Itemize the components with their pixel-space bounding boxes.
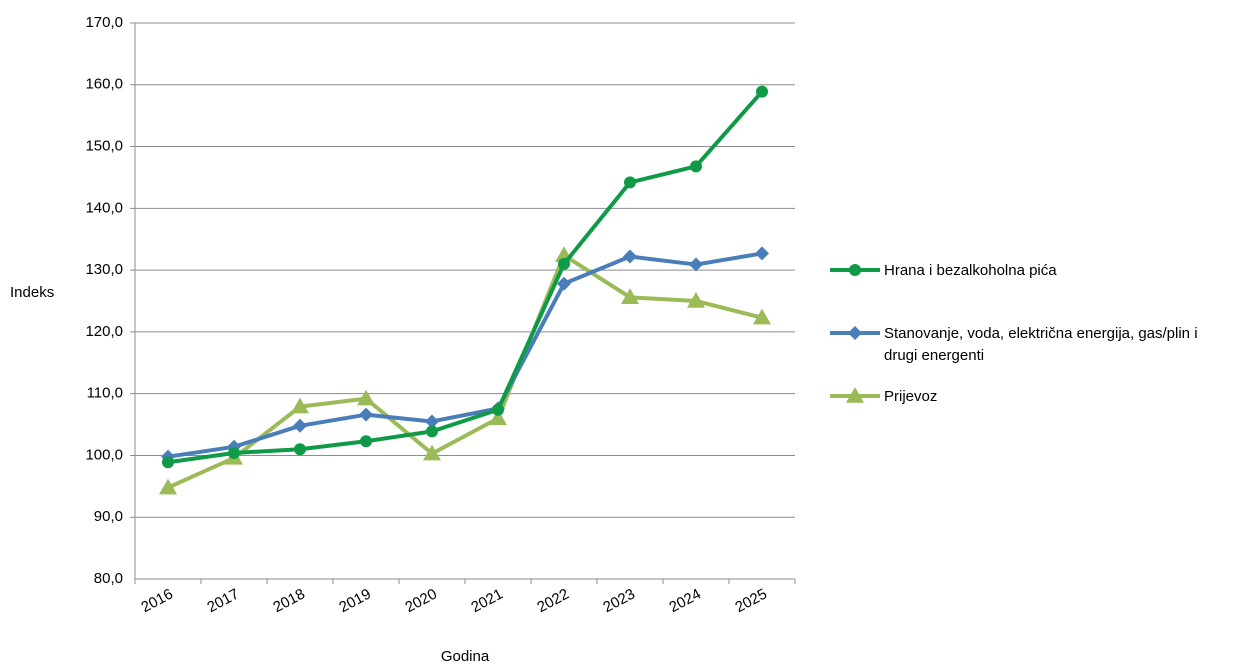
data-point bbox=[557, 276, 571, 291]
x-tick-labels: 2016 2017 2018 2019 2020 2021 2022 2023 2024 2025 bbox=[138, 586, 769, 617]
x-tick-label: 2020 bbox=[402, 586, 439, 617]
y-tick-label: 90,0 bbox=[94, 508, 123, 525]
data-point bbox=[687, 292, 705, 308]
x-tick-label: 2023 bbox=[600, 586, 637, 617]
x-tick-label: 2021 bbox=[468, 586, 505, 617]
data-point bbox=[359, 407, 373, 422]
series-3 bbox=[159, 246, 771, 495]
data-point bbox=[753, 308, 771, 325]
x-axis-title: Godina bbox=[441, 648, 490, 664]
grid-lines bbox=[130, 22, 795, 518]
series-1 bbox=[162, 85, 768, 469]
series-line bbox=[167, 253, 763, 490]
axes bbox=[134, 23, 796, 584]
data-point bbox=[689, 257, 703, 272]
data-point bbox=[291, 397, 309, 414]
series-line bbox=[167, 251, 763, 459]
y-tick-label: 100,0 bbox=[85, 446, 123, 463]
legend-item: Hrana i bezalkoholna pića bbox=[830, 262, 1057, 279]
legend-label: Hrana i bezalkoholna pića bbox=[884, 262, 1057, 279]
y-tick-label: 80,0 bbox=[94, 570, 123, 587]
legend-label: Prijevoz bbox=[884, 388, 937, 405]
y-tick-labels: 80,0 90,0 100,0 110,0 120,0 130,0 140,0 150,0 16… bbox=[85, 14, 123, 587]
data-point bbox=[294, 443, 306, 456]
y-tick-label: 150,0 bbox=[85, 138, 123, 155]
legend: Hrana i bezalkoholna pića Stanovanje, vod… bbox=[830, 262, 1198, 405]
data-point bbox=[293, 418, 307, 433]
data-point bbox=[756, 85, 768, 98]
series-2 bbox=[161, 246, 769, 464]
x-tick-label: 2017 bbox=[204, 586, 241, 617]
legend-label: Stanovanje, voda, električna energija, g… bbox=[884, 325, 1198, 342]
legend-label: drugi energenti bbox=[884, 347, 984, 364]
legend-marker bbox=[846, 387, 864, 403]
y-tick-label: 110,0 bbox=[87, 385, 123, 402]
legend-marker bbox=[848, 326, 862, 340]
series-line bbox=[167, 90, 764, 465]
data-point bbox=[624, 176, 636, 189]
data-point bbox=[489, 409, 507, 426]
data-point bbox=[159, 478, 177, 495]
x-tick-label: 2018 bbox=[270, 586, 307, 617]
x-tick-label: 2025 bbox=[732, 586, 769, 617]
data-point bbox=[357, 389, 375, 406]
data-point bbox=[690, 160, 702, 173]
x-tick-label: 2019 bbox=[336, 586, 373, 617]
data-point bbox=[558, 257, 570, 270]
x-tick-label: 2024 bbox=[666, 586, 703, 617]
data-point bbox=[162, 456, 174, 469]
data-point bbox=[621, 288, 639, 305]
data-point bbox=[425, 414, 439, 429]
data-point bbox=[228, 446, 240, 459]
legend-marker bbox=[849, 264, 861, 276]
y-tick-label: 170,0 bbox=[85, 14, 123, 31]
data-point bbox=[423, 444, 441, 461]
y-axis-title: Indeks bbox=[10, 284, 54, 301]
y-tick-label: 120,0 bbox=[85, 323, 123, 340]
data-point bbox=[755, 246, 769, 261]
data-point bbox=[426, 425, 438, 438]
series-lines bbox=[159, 85, 771, 495]
legend-item: Stanovanje, voda, električna energija, g… bbox=[830, 325, 1198, 364]
data-point bbox=[623, 249, 637, 264]
x-tick-label: 2022 bbox=[534, 586, 571, 617]
y-tick-label: 130,0 bbox=[85, 261, 123, 278]
data-point bbox=[360, 435, 372, 448]
data-point bbox=[492, 403, 504, 416]
legend-item: Prijevoz bbox=[830, 387, 937, 405]
y-tick-label: 140,0 bbox=[85, 199, 123, 216]
y-tick-label: 160,0 bbox=[85, 76, 123, 93]
x-tick-label: 2016 bbox=[138, 586, 175, 617]
